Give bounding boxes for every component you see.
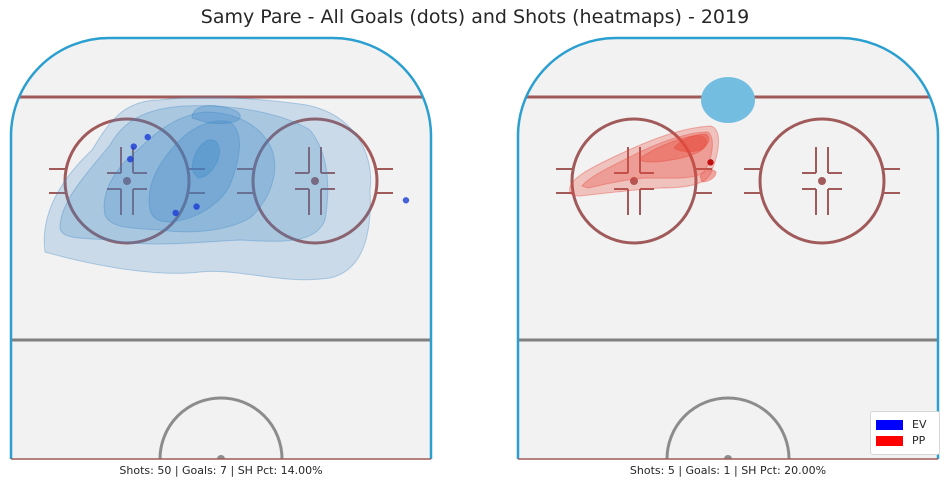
rink-surface (11, 38, 431, 459)
rink-surface (518, 38, 938, 459)
ev-contour-1 (59, 105, 329, 245)
rink-boards-0 (9, 36, 433, 459)
ev-contour-2 (103, 111, 276, 233)
faceoff-circle-right (237, 117, 393, 245)
center-circle (665, 396, 791, 459)
ev-contour-0 (43, 96, 372, 281)
faceoff-circle-left (49, 117, 205, 245)
legend: EV PP (870, 411, 940, 455)
rink-1 (518, 38, 938, 459)
ev-contour-4 (191, 139, 221, 179)
ev-goal-point (172, 209, 179, 217)
center-circle (158, 396, 284, 459)
pp-panel-caption: Shots: 5 | Goals: 1 | SH Pct: 20.00% (629, 464, 827, 477)
ev-goal-point (127, 156, 134, 163)
ev-contour-3 (148, 120, 240, 223)
legend-label-pp: PP (912, 434, 926, 447)
legend-item-pp: PP (876, 434, 925, 448)
ev-goal-point (130, 143, 137, 150)
center-dot (724, 455, 732, 459)
goal-crease (701, 77, 755, 123)
ev-panel-caption: Shots: 50 | Goals: 7 | SH Pct: 14.00% (119, 464, 323, 477)
pp-contour-4 (699, 169, 717, 183)
faceoff-circle-right (744, 117, 900, 245)
heatmap-0 (43, 96, 372, 281)
center-dot (217, 455, 225, 459)
ev-contour-5 (191, 105, 241, 124)
rink-0 (11, 38, 431, 459)
ev-goal-point (402, 197, 410, 204)
legend-item-ev: EV (876, 418, 926, 432)
legend-swatch-ev (876, 420, 903, 430)
heatmap-1 (569, 125, 719, 197)
rink-boards-1 (516, 36, 940, 459)
pp-contour-3 (673, 133, 710, 153)
faceoff-circle-left (556, 117, 712, 245)
ev-goal-point (193, 203, 200, 210)
legend-swatch-pp (876, 436, 903, 446)
chart-title: Samy Pare - All Goals (dots) and Shots (… (200, 6, 750, 28)
pp-goal-point (707, 159, 714, 166)
ev-goal-point (144, 133, 151, 141)
legend-label-ev: EV (912, 418, 927, 431)
